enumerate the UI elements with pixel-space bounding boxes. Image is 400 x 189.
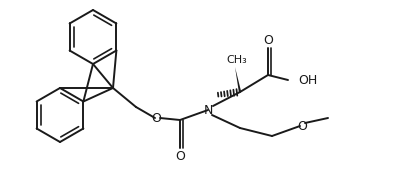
Text: N: N [203, 104, 213, 116]
Text: O: O [175, 149, 185, 163]
Text: O: O [263, 35, 273, 47]
Text: O: O [151, 112, 161, 125]
Text: OH: OH [298, 74, 317, 87]
Text: O: O [297, 119, 307, 132]
Polygon shape [235, 67, 241, 93]
Text: CH₃: CH₃ [227, 55, 247, 65]
